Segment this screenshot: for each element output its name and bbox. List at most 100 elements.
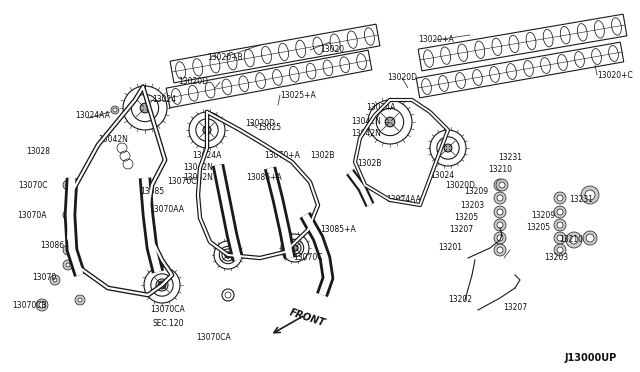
Text: 13210: 13210 xyxy=(488,166,512,174)
Text: 13020D: 13020D xyxy=(178,77,208,87)
Text: 13070+A: 13070+A xyxy=(264,151,300,160)
Text: 13024: 13024 xyxy=(430,170,454,180)
Text: 13020: 13020 xyxy=(320,45,344,55)
Text: 13203: 13203 xyxy=(460,201,484,209)
Circle shape xyxy=(554,244,566,256)
Circle shape xyxy=(586,234,594,242)
Circle shape xyxy=(494,244,506,256)
Circle shape xyxy=(554,192,566,204)
Text: 13070AA: 13070AA xyxy=(149,205,184,215)
Text: 13020+C: 13020+C xyxy=(597,71,633,80)
Circle shape xyxy=(557,222,563,228)
Circle shape xyxy=(66,263,70,267)
Text: 13042N: 13042N xyxy=(98,135,128,144)
Text: 13207: 13207 xyxy=(449,225,473,234)
Circle shape xyxy=(497,235,503,241)
Circle shape xyxy=(494,179,506,191)
Text: 13024AA: 13024AA xyxy=(76,110,111,119)
Circle shape xyxy=(499,182,505,188)
Circle shape xyxy=(78,298,82,302)
Circle shape xyxy=(66,213,70,217)
Circle shape xyxy=(140,103,150,113)
Circle shape xyxy=(583,231,597,245)
Text: 13070C: 13070C xyxy=(293,253,323,263)
Text: 13020+B: 13020+B xyxy=(207,52,243,61)
Circle shape xyxy=(581,186,599,204)
Text: 1302B: 1302B xyxy=(357,158,381,167)
Circle shape xyxy=(585,190,595,200)
Text: 13042N: 13042N xyxy=(351,118,381,126)
Circle shape xyxy=(570,236,578,244)
Text: 13070C: 13070C xyxy=(19,180,48,189)
Text: 13231: 13231 xyxy=(498,154,522,163)
Text: 13070: 13070 xyxy=(32,273,56,282)
Circle shape xyxy=(66,183,70,187)
Circle shape xyxy=(113,108,117,112)
Text: 13024: 13024 xyxy=(152,96,176,105)
Text: 13086: 13086 xyxy=(40,241,64,250)
Circle shape xyxy=(158,281,166,289)
Circle shape xyxy=(36,299,48,311)
Circle shape xyxy=(63,180,73,190)
Text: 13024A: 13024A xyxy=(192,151,221,160)
Circle shape xyxy=(53,278,57,282)
Text: 13042N: 13042N xyxy=(183,164,213,173)
Circle shape xyxy=(497,182,503,188)
Circle shape xyxy=(63,260,73,270)
Text: 13070CC: 13070CC xyxy=(167,177,202,186)
Circle shape xyxy=(497,247,503,253)
Circle shape xyxy=(566,232,582,248)
Text: 13202: 13202 xyxy=(448,295,472,305)
Circle shape xyxy=(497,209,503,215)
Text: 13205: 13205 xyxy=(526,224,550,232)
Circle shape xyxy=(557,195,563,201)
Circle shape xyxy=(50,275,60,285)
Text: FRONT: FRONT xyxy=(288,308,326,328)
Text: 13042N: 13042N xyxy=(351,128,381,138)
Circle shape xyxy=(225,252,231,258)
Text: J13000UP: J13000UP xyxy=(565,353,617,363)
Text: 13020D: 13020D xyxy=(445,182,475,190)
Circle shape xyxy=(494,192,506,204)
Circle shape xyxy=(63,245,73,255)
Text: 13210: 13210 xyxy=(559,235,583,244)
Text: 13070CB: 13070CB xyxy=(13,301,47,310)
Circle shape xyxy=(63,210,73,220)
Circle shape xyxy=(292,245,298,251)
Text: 13024A: 13024A xyxy=(366,103,396,112)
Text: 13070CA: 13070CA xyxy=(150,305,186,314)
Text: 13205: 13205 xyxy=(454,214,478,222)
Text: 13070CA: 13070CA xyxy=(196,334,232,343)
Circle shape xyxy=(557,209,563,215)
Text: 13020D: 13020D xyxy=(387,74,417,83)
Text: 13209: 13209 xyxy=(464,187,488,196)
Circle shape xyxy=(554,232,566,244)
Text: 13231: 13231 xyxy=(569,196,593,205)
Text: 13207: 13207 xyxy=(503,304,527,312)
Text: 13025: 13025 xyxy=(257,124,281,132)
Text: 13086+A: 13086+A xyxy=(246,173,282,183)
Circle shape xyxy=(497,195,503,201)
Circle shape xyxy=(494,206,506,218)
Circle shape xyxy=(554,219,566,231)
Circle shape xyxy=(557,235,563,241)
Circle shape xyxy=(494,219,506,231)
Text: 13042N: 13042N xyxy=(183,173,213,183)
Circle shape xyxy=(494,232,506,244)
Circle shape xyxy=(444,144,452,152)
Text: 13085: 13085 xyxy=(140,187,164,196)
Text: 13070A: 13070A xyxy=(17,211,47,219)
Circle shape xyxy=(39,302,45,308)
Text: 1302B: 1302B xyxy=(310,151,334,160)
Text: 13203: 13203 xyxy=(544,253,568,263)
Text: SEC.120: SEC.120 xyxy=(152,318,184,327)
Circle shape xyxy=(496,179,508,191)
Text: 13020D: 13020D xyxy=(245,119,275,128)
Circle shape xyxy=(385,117,395,127)
Circle shape xyxy=(203,126,211,134)
Text: 13201: 13201 xyxy=(438,244,462,253)
Circle shape xyxy=(111,106,119,114)
Text: 13085+A: 13085+A xyxy=(320,225,356,234)
Text: 13028: 13028 xyxy=(26,148,50,157)
Circle shape xyxy=(554,206,566,218)
